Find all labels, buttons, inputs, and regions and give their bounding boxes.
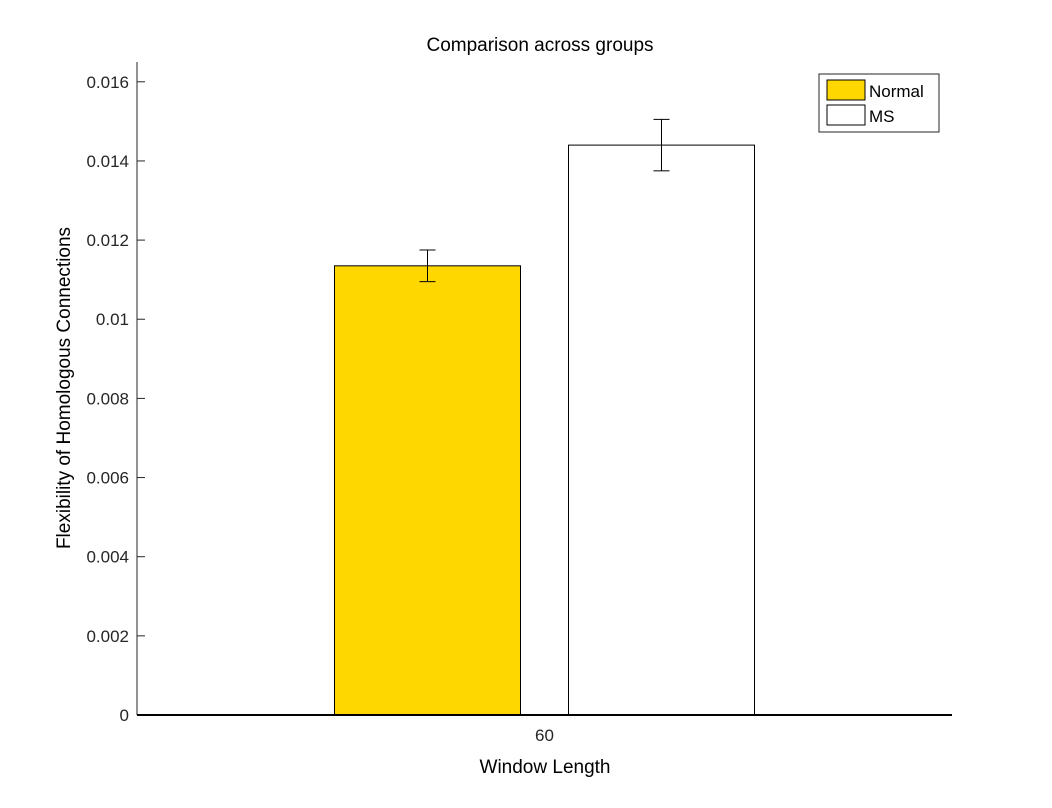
chart-title: Comparison across groups <box>426 35 653 56</box>
y-tick-label: 0.012 <box>86 231 129 250</box>
x-axis-title: Window Length <box>480 757 611 778</box>
legend: Normal MS <box>818 73 940 133</box>
y-tick-label: 0.002 <box>86 627 129 646</box>
y-tick-label: 0.006 <box>86 469 129 488</box>
legend-swatch-ms <box>826 104 866 126</box>
bars <box>334 118 755 716</box>
y-axis-title: Flexibility of Homologous Connections <box>54 227 75 549</box>
y-tick-label: 0.008 <box>86 389 129 408</box>
x-tick-label: 60 <box>535 726 554 745</box>
x-axis: 60 <box>137 714 952 745</box>
y-tick-label: 0.014 <box>86 152 129 171</box>
bar-normal <box>334 265 521 716</box>
error-bar-ms <box>653 118 670 172</box>
error-bar-normal <box>419 249 436 283</box>
legend-swatch-normal <box>826 79 866 101</box>
y-axis: 0 0.002 0.004 0.006 0.008 0.01 0.012 0.014 0.016 <box>86 62 145 725</box>
y-tick-label: 0.01 <box>96 310 129 329</box>
y-tick-label: 0.016 <box>86 73 129 92</box>
legend-label-ms: MS <box>869 107 895 126</box>
legend-label-normal: Normal <box>869 82 924 101</box>
y-tick-label: 0 <box>120 706 129 725</box>
y-tick-label: 0.004 <box>86 548 129 567</box>
bar-ms <box>568 144 755 716</box>
